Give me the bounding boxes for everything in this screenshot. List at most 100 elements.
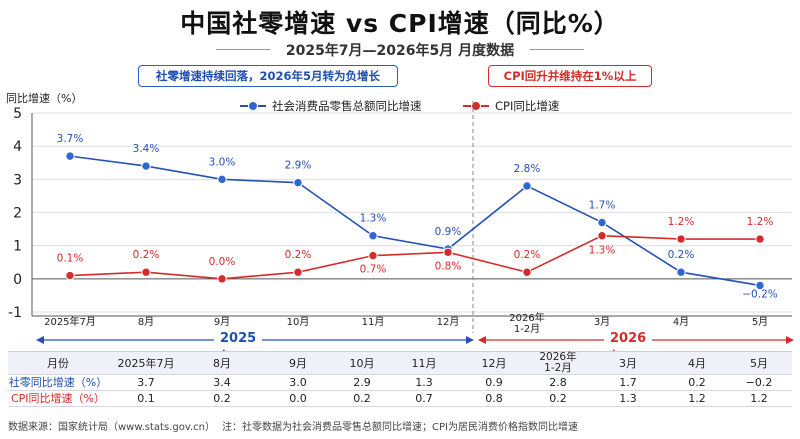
table-header-cell: 3月 bbox=[588, 351, 668, 375]
x-tick-label: 8月 bbox=[138, 316, 154, 328]
retail-series-line bbox=[69, 155, 761, 287]
table-header-cell: 11月 bbox=[388, 351, 460, 375]
table-cell: 3.4 bbox=[184, 374, 260, 391]
cpi-data-label: 0.1% bbox=[57, 253, 84, 265]
table-cell: 1.2 bbox=[668, 390, 726, 407]
table-header-cell: 2025年7月 bbox=[108, 351, 184, 375]
retail-data-label: −0.2% bbox=[742, 288, 777, 300]
x-tick-label: 1-2月 bbox=[514, 323, 540, 335]
x-tick-label: 2025年7月 bbox=[44, 315, 96, 328]
table-cell: 2.8 bbox=[528, 374, 588, 391]
y-tick-label: 5 bbox=[13, 106, 22, 122]
y-tick-label: 0 bbox=[13, 272, 22, 288]
x-tick-label: 12月 bbox=[437, 316, 460, 328]
table-cell: 0.7 bbox=[388, 390, 460, 407]
cpi-data-label: 1.3% bbox=[589, 245, 616, 257]
table-row-label: CPI同比增速（%） bbox=[8, 390, 108, 407]
retail-data-point bbox=[65, 151, 75, 161]
table-cell: 0.2 bbox=[668, 374, 726, 391]
legend-label-cpi: CPI同比增速 bbox=[495, 99, 560, 113]
table-cell: 0.8 bbox=[460, 390, 528, 407]
x-tick-label: 2026年 bbox=[509, 311, 544, 324]
x-tick-label: 9月 bbox=[214, 316, 230, 328]
retail-data-point bbox=[676, 267, 686, 277]
chart-title: 中国社零增速 vs CPI增速（同比%） bbox=[180, 9, 620, 38]
legend-item-cpi: CPI同比增速 bbox=[463, 98, 559, 114]
cpi-data-label: 0.2% bbox=[133, 249, 160, 261]
retail-data-label: 0.9% bbox=[435, 226, 462, 238]
cpi-data-point bbox=[368, 250, 378, 261]
y-tick-label: -1 bbox=[8, 305, 22, 321]
retail-data-label: 1.7% bbox=[589, 199, 616, 211]
cpi-data-label: 0.2% bbox=[514, 249, 541, 261]
cpi-data-label: 1.2% bbox=[668, 216, 695, 228]
cpi-data-point bbox=[676, 234, 686, 244]
table-header-cell: 5月 bbox=[726, 351, 792, 375]
table-cell: 1.7 bbox=[588, 374, 668, 391]
cpi-data-point bbox=[443, 247, 453, 258]
retail-data-point bbox=[141, 161, 151, 171]
x-tick-label: 3月 bbox=[594, 316, 610, 328]
legend-swatch-cpi bbox=[463, 100, 489, 112]
y-tick-label: 4 bbox=[13, 139, 22, 155]
y-tick-label: 3 bbox=[13, 172, 22, 188]
retail-data-label: 3.0% bbox=[209, 156, 236, 168]
retail-data-label: 3.4% bbox=[133, 143, 160, 155]
table-cell: 1.2 bbox=[726, 390, 792, 407]
table-header-cell: 12月 bbox=[460, 351, 528, 375]
table-cell: 1.3 bbox=[388, 374, 460, 391]
table-row-retail: 社零同比增速（%） 3.7 3.4 3.0 2.9 1.3 0.9 2.8 1.… bbox=[8, 374, 792, 391]
cpi-data-point bbox=[65, 270, 75, 281]
table-cell: 3.0 bbox=[260, 374, 336, 391]
cpi-data-point bbox=[522, 267, 532, 277]
cpi-data-point bbox=[217, 274, 227, 284]
subtitle-bar: 2025年7月—2026年5月 月度数据 bbox=[0, 40, 800, 59]
table-cell: 1.3 bbox=[588, 390, 668, 407]
table-cell: 0.0 bbox=[260, 390, 336, 407]
y-tick-label: 2 bbox=[13, 206, 22, 222]
retail-data-label: 3.7% bbox=[57, 133, 84, 145]
retail-callout: 社零增速持续回落，2026年5月转为负增长 bbox=[138, 65, 398, 87]
year-band-arrows bbox=[36, 336, 794, 344]
table-cell: 0.2 bbox=[336, 390, 388, 407]
y-tick-label: 1 bbox=[13, 239, 22, 255]
cpi-data-point bbox=[597, 231, 607, 241]
table-cell: 0.2 bbox=[528, 390, 588, 407]
cpi-data-label: 0.7% bbox=[360, 264, 387, 276]
legend-swatch-retail bbox=[240, 100, 266, 112]
data-table: 月份 2025年7月 8月 9月 10月 11月 12月 2026年 1-2月 … bbox=[8, 351, 792, 407]
cpi-data-label: 0.0% bbox=[209, 256, 236, 268]
table-header-label: 月份 bbox=[8, 351, 108, 375]
legend-item-retail: 社会消费品零售总额同比增速 bbox=[240, 98, 422, 114]
retail-data-label: 2.9% bbox=[285, 160, 312, 172]
retail-data-point bbox=[755, 280, 765, 291]
x-tick-label: 5月 bbox=[752, 316, 768, 328]
retail-data-point bbox=[293, 177, 303, 188]
retail-data-point bbox=[597, 217, 607, 228]
table-header-cell: 10月 bbox=[336, 351, 388, 375]
table-cell: 0.1 bbox=[108, 390, 184, 407]
table-cell: 0.9 bbox=[460, 374, 528, 391]
chart-subtitle: 2025年7月—2026年5月 月度数据 bbox=[285, 43, 515, 59]
cpi-data-label: 1.2% bbox=[747, 216, 774, 228]
table-cell: −0.2 bbox=[726, 374, 792, 391]
y-axis-label: 同比增速（%） bbox=[6, 92, 83, 105]
x-tick-label: 4月 bbox=[673, 316, 689, 328]
subtitle-rule-left bbox=[216, 49, 270, 50]
retail-data-point bbox=[368, 231, 378, 241]
cpi-data-point bbox=[141, 267, 151, 277]
retail-data-label: 1.3% bbox=[360, 213, 387, 225]
cpi-series-line bbox=[69, 234, 760, 280]
table-header-cell: 2026年 1-2月 bbox=[528, 351, 588, 375]
table-row-cpi: CPI同比增速（%） 0.1 0.2 0.0 0.2 0.7 0.8 0.2 1… bbox=[8, 390, 792, 407]
retail-data-label: 2.8% bbox=[514, 163, 541, 175]
table-row-label: 社零同比增速（%） bbox=[8, 374, 108, 391]
subtitle-rule-right bbox=[530, 49, 584, 50]
cpi-data-point bbox=[755, 234, 765, 244]
table-cell: 0.2 bbox=[184, 390, 260, 407]
footer-source: 数据来源：国家统计局（www.stats.gov.cn） bbox=[8, 422, 215, 433]
cpi-data-label: 0.8% bbox=[435, 260, 462, 272]
x-tick-label: 10月 bbox=[287, 316, 310, 328]
cpi-data-point bbox=[293, 267, 303, 277]
